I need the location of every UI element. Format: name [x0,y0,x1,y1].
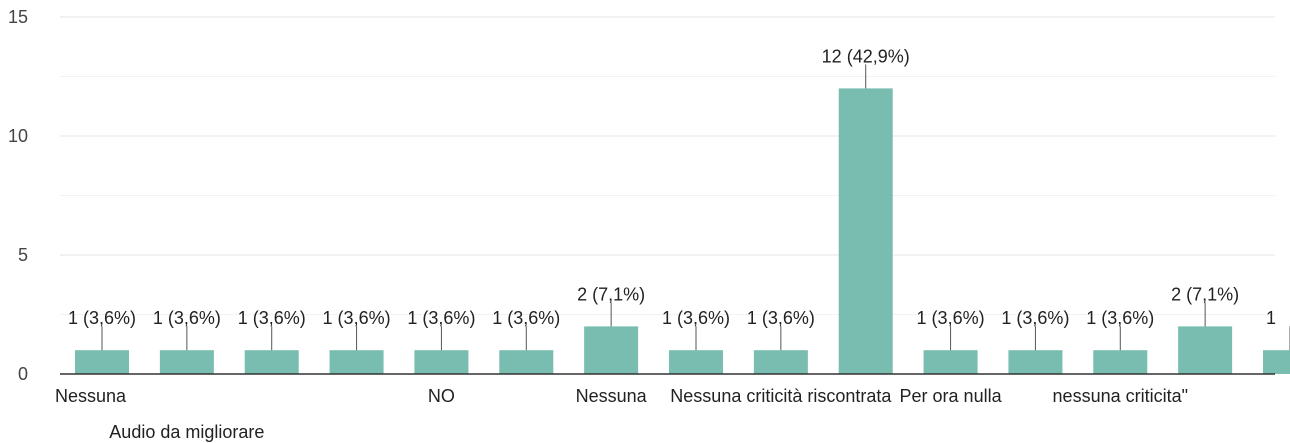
bar [753,350,808,374]
y-tick-label: 15 [8,7,28,27]
bar [838,88,893,375]
data-label: 1 (3,6%) [492,308,560,328]
bar [75,350,129,374]
data-label: 1 (3,6%) [153,308,221,328]
bars [75,88,1290,375]
x-category-label: Nessuna criticità riscontrata [670,386,892,406]
bar [1093,350,1148,374]
data-label: 2 (7,1%) [577,284,645,304]
bar [1178,326,1233,374]
x-category-label: Nessuna [576,386,648,406]
data-label: 1 (3,6%) [662,308,730,328]
bar [329,350,384,374]
y-axis-ticks: 0 5 10 15 [8,7,28,384]
data-label: 1 (3,6%) [68,308,136,328]
data-label: 1 (3,6%) [1001,308,1069,328]
bar [159,350,214,374]
data-label: 1 (3,6%) [917,308,985,328]
data-label: 1 (3,6%) [1086,308,1154,328]
data-labels: 1 (3,6%) 1 (3,6%) 1 (3,6%) 1 (3,6%) 1 (3,6%)… [68,46,1290,351]
bar [923,350,978,374]
x-category-label: nessuna criticita" [1053,386,1188,406]
data-label: 1 (3,6%) [238,308,306,328]
data-label: 1 (3,6%) [747,308,815,328]
bar [669,350,723,374]
bar [1008,350,1063,374]
data-label: 1 (3,6%) [323,308,391,328]
bar [584,326,639,374]
x-category-label: NO [428,386,455,406]
grid-lines [60,16,1275,315]
x-category-label: Audio da migliorare [109,422,264,442]
y-tick-label: 10 [8,126,28,146]
data-label: 1 (3,6%) [407,308,475,328]
data-label: 1 [1266,308,1276,328]
x-axis-labels: Nessuna Audio da migliorare NO Nessuna Nessu… [55,386,1188,442]
bar [1263,350,1290,374]
x-category-label: Per ora nulla [900,386,1003,406]
y-tick-label: 5 [18,245,28,265]
bar [244,350,299,374]
data-label: 2 (7,1%) [1171,284,1239,304]
bar [414,350,469,374]
x-category-label: Nessuna [55,386,127,406]
y-tick-label: 0 [18,364,28,384]
bar [499,350,554,374]
data-label: 12 (42,9%) [822,46,910,66]
